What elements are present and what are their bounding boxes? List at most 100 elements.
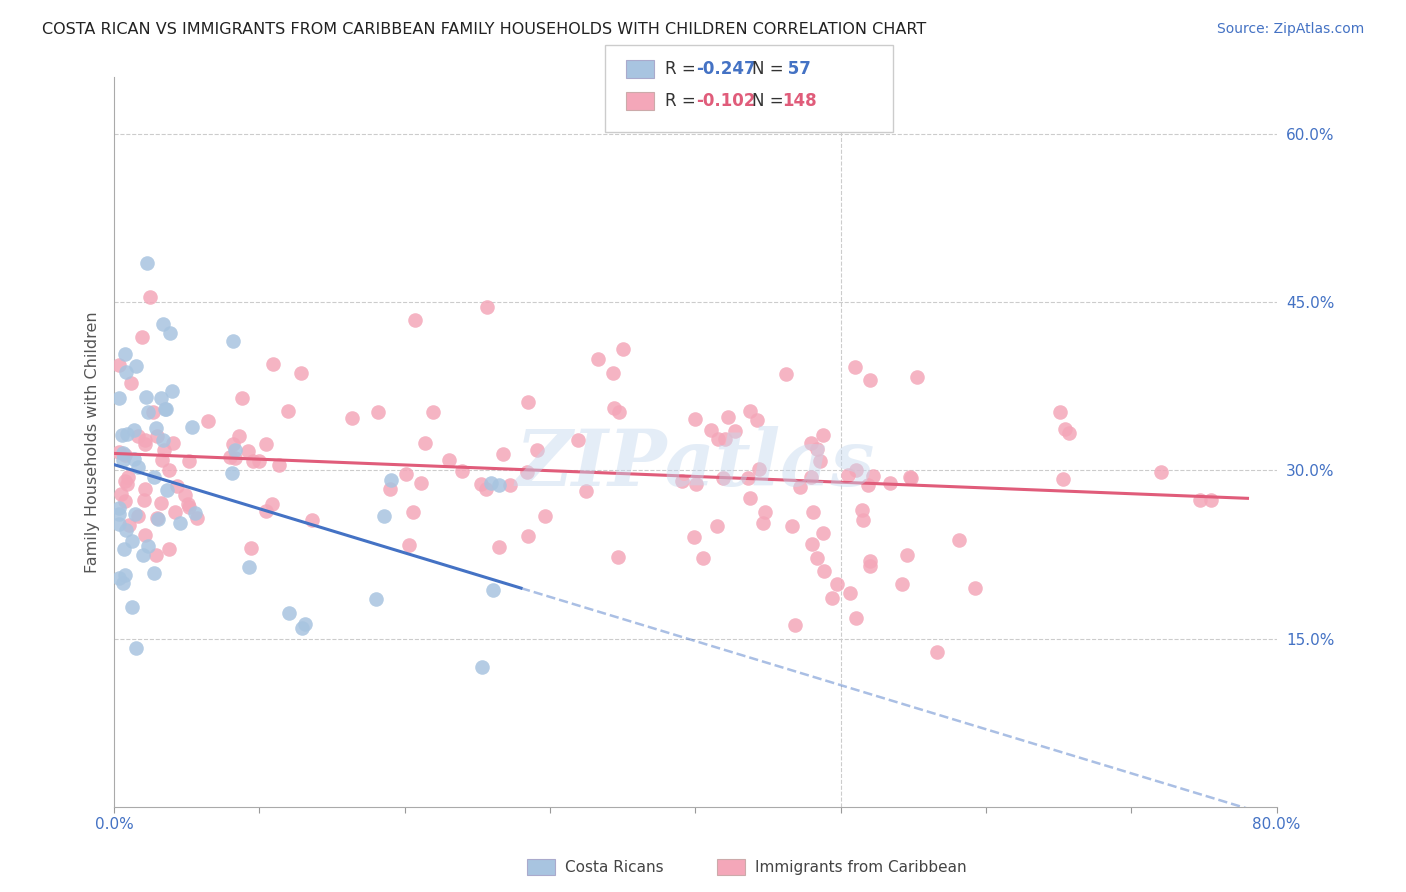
Point [813, 564, 835, 578]
Point [806, 442, 828, 456]
Point [177, 454, 200, 468]
Point [267, 458, 290, 472]
Point [700, 423, 723, 437]
Point [808, 454, 831, 468]
Point [236, 443, 259, 458]
Point [516, 395, 538, 409]
Point [682, 530, 704, 544]
Point [145, 548, 167, 562]
Point [146, 510, 169, 524]
Point [112, 446, 135, 460]
Point [114, 474, 136, 488]
Point [159, 326, 181, 340]
Point [1053, 421, 1076, 435]
Point [603, 401, 626, 416]
Point [112, 576, 135, 591]
Point [827, 576, 849, 591]
Point [373, 509, 395, 524]
Point [107, 358, 129, 372]
Point [177, 497, 200, 511]
Point [242, 454, 264, 468]
Point [115, 426, 138, 441]
Point [177, 500, 200, 515]
Point [125, 359, 148, 373]
Point [254, 436, 277, 450]
Point [748, 462, 770, 476]
Point [110, 487, 132, 501]
Point [156, 483, 179, 498]
Point [290, 366, 312, 380]
Point [115, 523, 138, 537]
Point [134, 433, 156, 447]
Point [685, 477, 707, 491]
Point [276, 404, 298, 418]
Point [291, 622, 314, 636]
Point [122, 452, 145, 467]
Text: 148: 148 [782, 92, 817, 110]
Point [153, 402, 176, 417]
Point [398, 538, 420, 552]
Text: Costa Ricans: Costa Ricans [565, 860, 664, 874]
Text: Immigrants from Caribbean: Immigrants from Caribbean [755, 860, 967, 874]
Point [111, 428, 134, 442]
Point [152, 443, 174, 458]
Point [567, 434, 589, 448]
Point [422, 405, 444, 419]
Point [380, 482, 402, 496]
Point [839, 586, 862, 600]
Point [139, 290, 162, 304]
Point [146, 428, 169, 442]
Point [481, 582, 503, 597]
Point [471, 660, 494, 674]
Point [1199, 493, 1222, 508]
Point [852, 512, 875, 526]
Point [162, 436, 184, 450]
Point [845, 462, 868, 476]
Point [806, 551, 828, 566]
Point [107, 571, 129, 585]
Point [380, 473, 402, 487]
Point [114, 347, 136, 361]
Point [112, 541, 135, 556]
Point [858, 373, 880, 387]
Point [181, 420, 204, 434]
Point [811, 526, 834, 541]
Point [879, 475, 901, 490]
Point [277, 606, 299, 620]
Point [132, 548, 155, 562]
Point [107, 516, 129, 531]
Point [851, 503, 873, 517]
Point [837, 467, 859, 482]
Point [152, 433, 174, 447]
Point [136, 405, 159, 419]
Point [612, 343, 634, 357]
Point [222, 437, 245, 451]
Point [898, 470, 921, 484]
Point [859, 558, 882, 573]
Point [149, 496, 172, 510]
Point [1049, 405, 1071, 419]
Point [470, 477, 492, 491]
Point [711, 471, 734, 485]
Point [294, 616, 316, 631]
Point [125, 641, 148, 656]
Point [1188, 492, 1211, 507]
Point [145, 421, 167, 435]
Text: N =: N = [752, 60, 789, 78]
Point [173, 488, 195, 502]
Point [224, 450, 246, 465]
Point [118, 518, 141, 533]
Point [404, 313, 426, 327]
Point [717, 410, 740, 425]
Point [965, 581, 987, 595]
Point [683, 412, 706, 426]
Point [142, 566, 165, 580]
Point [780, 518, 803, 533]
Point [162, 384, 184, 399]
Point [142, 405, 165, 419]
Point [136, 255, 159, 269]
Point [114, 567, 136, 582]
Point [114, 493, 136, 508]
Point [1059, 425, 1081, 440]
Point [747, 413, 769, 427]
